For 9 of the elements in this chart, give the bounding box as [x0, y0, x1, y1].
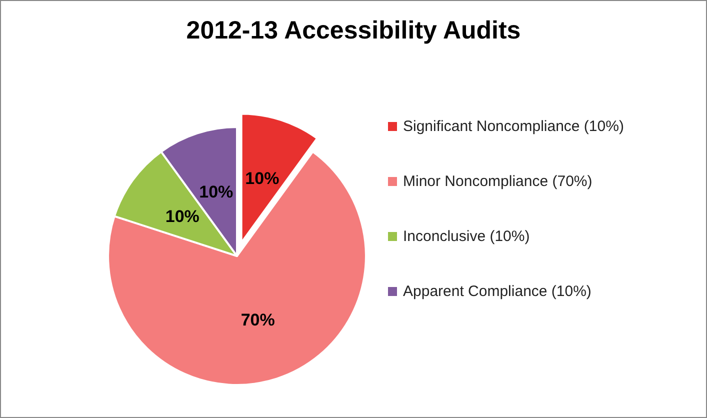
data-label: 10%: [165, 206, 200, 226]
data-label: 70%: [240, 310, 275, 330]
chart-title: 2012-13 Accessibility Audits: [186, 16, 521, 44]
legend-label: Apparent Compliance (10%): [403, 283, 592, 300]
data-label: 10%: [245, 169, 280, 188]
legend-label: Inconclusive (10%): [403, 228, 530, 245]
legend-label: Minor Noncompliance (70%): [403, 173, 592, 190]
legend-label: Significant Noncompliance (10%): [403, 118, 624, 135]
data-label: 10%: [199, 182, 234, 202]
